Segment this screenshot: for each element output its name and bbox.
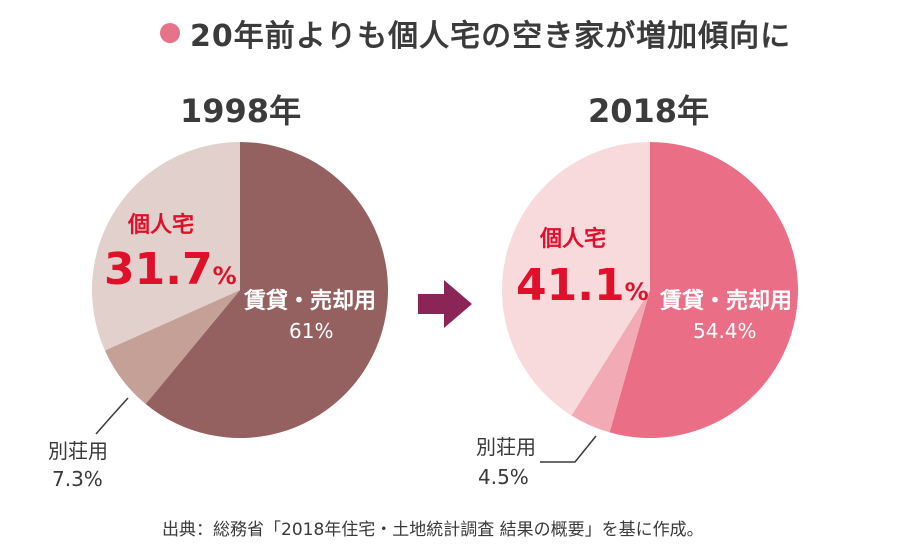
source-note: 出典：総務省「2018年住宅・土地統計調査 結果の概要」を基に作成。 — [162, 520, 704, 540]
leader-line-1998 — [95, 397, 129, 435]
pie-1998-slice-1 — [104, 290, 240, 405]
label-1998-villa-name: 別荘用 — [48, 439, 108, 463]
label-1998-kojin-name: 個人宅 — [128, 213, 195, 238]
pie-2018-slice-1 — [571, 290, 650, 433]
pie-2018-title: 2018年 — [588, 92, 710, 130]
pie-2018-slice-2 — [502, 142, 650, 416]
pie-chart-2018 — [502, 142, 798, 438]
label-2018-kojin-value: 41.1% — [516, 260, 649, 311]
label-2018-rental-name: 賃貸・売却用 — [660, 289, 793, 314]
label-2018-villa-name: 別荘用 — [476, 435, 536, 459]
pie-2018-slice-0 — [609, 142, 798, 438]
label-1998-rental-name: 賃貸・売却用 — [244, 289, 377, 314]
label-1998-villa-value: 7.3% — [52, 467, 103, 491]
bullet-dot-icon — [160, 23, 180, 43]
pie-1998-slice-0 — [145, 142, 388, 438]
pie-chart-1998 — [92, 142, 388, 438]
title-text: 20年前よりも個人宅の空き家が増加傾向に — [190, 19, 792, 54]
leader-line-2018 — [540, 435, 597, 463]
pie-1998-title: 1998年 — [180, 92, 302, 130]
label-2018-kojin-name: 個人宅 — [540, 227, 607, 252]
right-arrow-icon — [418, 280, 472, 328]
label-2018-villa-value: 4.5% — [478, 465, 529, 489]
pie-1998-slice-2 — [92, 142, 240, 351]
label-1998-rental-value: 61% — [289, 319, 334, 343]
label-2018-rental-value: 54.4% — [693, 319, 757, 343]
label-1998-kojin-value: 31.7% — [104, 244, 237, 295]
chart-title: 20年前よりも個人宅の空き家が増加傾向に — [160, 8, 791, 58]
